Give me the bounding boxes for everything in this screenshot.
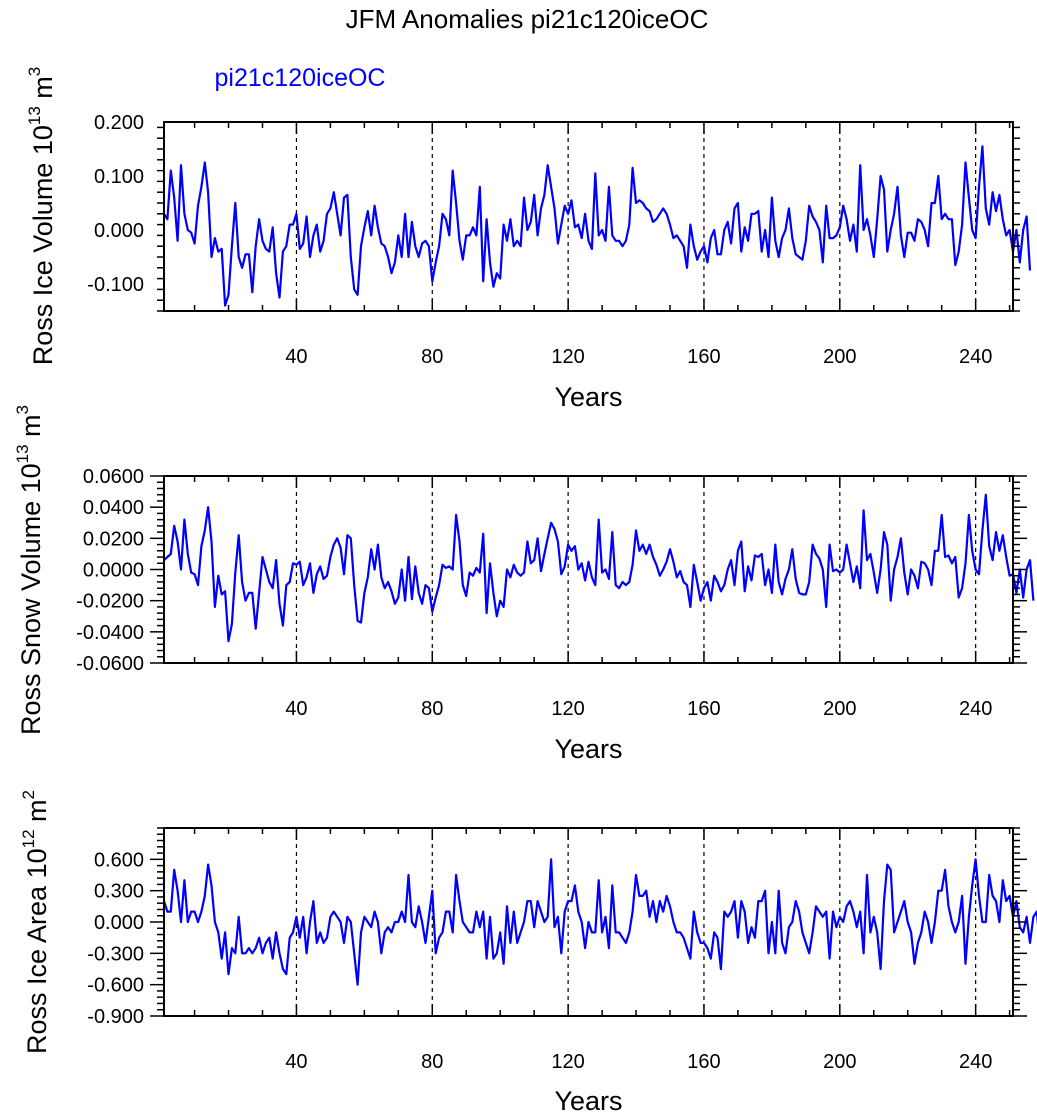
y-tick-label: 0.0400 (83, 497, 144, 519)
y-tick-label: -0.300 (87, 943, 144, 965)
x-tick-label: 160 (687, 698, 720, 720)
y-tick-label: 0.0000 (83, 560, 144, 582)
y-axis-label-part: m (16, 414, 46, 444)
legend-label: pi21c120iceOC (215, 64, 386, 92)
y-tick-label: 0.600 (94, 849, 144, 871)
y-axis-label-part: Ross Ice Area 10 (22, 848, 52, 1054)
series-line (163, 493, 1035, 643)
plot-frame (163, 121, 1014, 312)
y-axis-label-part: Ross Snow Volume 10 (16, 463, 46, 735)
x-tick-label: 40 (285, 698, 307, 720)
y-tick-label: -0.900 (87, 1006, 144, 1028)
y-tick-label: -0.0600 (76, 653, 144, 675)
x-tick-label: 240 (959, 346, 992, 368)
panels: 40 80 120 160 200 240-0.1000.0000.1000.200Yea… (13, 67, 1037, 1116)
panel-3: 40 80 120 160 200 240 -0.900 -0.600 -0.300 0.000 0… (19, 790, 1037, 1116)
y-axis-label: Ross Ice Volume 1013 m3 (25, 67, 58, 366)
x-tick-label: 160 (687, 346, 720, 368)
x-tick-label: 80 (421, 346, 443, 368)
y-axis-label-part: Ross Ice Volume 10 (28, 125, 58, 365)
x-tick-label: 120 (551, 1051, 584, 1073)
x-tick-label: 200 (823, 1051, 856, 1073)
panel-2: 40 80 120 160 200 240 -0.0600 -0.0400 -0.0200 0.0… (13, 405, 1035, 764)
x-axis-label: Years (554, 734, 622, 764)
y-axis-label-part: 13 (13, 444, 32, 463)
panel-1: 40 80 120 160 200 240 -0.100 0.000 0.100 0.200 Yea… (25, 67, 1032, 412)
y-axis-label: Ross Snow Volume 1013 m3 (13, 405, 46, 735)
x-tick-label: 200 (823, 346, 856, 368)
x-tick-label: 40 (285, 1051, 307, 1073)
x-tick-label: 120 (551, 346, 584, 368)
x-tick-label: 240 (959, 698, 992, 720)
x-tick-label: 240 (959, 1051, 992, 1073)
x-tick-label: 80 (421, 1051, 443, 1073)
y-tick-label: 0.000 (94, 220, 144, 242)
y-axis-label-part: m (28, 76, 58, 106)
y-axis-label-part: 3 (13, 405, 32, 414)
series-line (162, 858, 1037, 986)
x-axis-label: Years (554, 1086, 622, 1116)
y-axis-label-part: 2 (19, 790, 38, 799)
y-tick-label: 0.100 (94, 166, 144, 188)
y-axis-label-part: m (22, 799, 52, 829)
y-tick-label: -0.0200 (76, 591, 144, 613)
x-tick-label: 200 (823, 698, 856, 720)
x-tick-label: 120 (551, 698, 584, 720)
y-tick-label: -0.600 (87, 975, 144, 997)
series-line (163, 145, 1032, 307)
y-tick-label: 0.200 (94, 112, 144, 134)
y-tick-label: 0.0200 (83, 528, 144, 550)
y-tick-label: 0.300 (94, 881, 144, 903)
y-tick-label: -0.0400 (76, 622, 144, 644)
x-tick-label: 80 (421, 698, 443, 720)
y-axis-label: Ross Ice Area 1012 m2 (19, 790, 52, 1054)
x-tick-label: 160 (687, 1051, 720, 1073)
y-axis-label-part: 12 (19, 829, 38, 848)
y-tick-label: 0.0600 (83, 466, 144, 488)
y-tick-label: 0.000 (94, 912, 144, 934)
x-axis-label: Years (554, 382, 622, 412)
x-tick-label: 40 (285, 346, 307, 368)
chart-title: JFM Anomalies pi21c120iceOC (346, 4, 709, 34)
y-axis-label-part: 13 (25, 106, 44, 125)
y-tick-label: -0.100 (87, 274, 144, 296)
y-axis-label-part: 3 (25, 67, 44, 76)
